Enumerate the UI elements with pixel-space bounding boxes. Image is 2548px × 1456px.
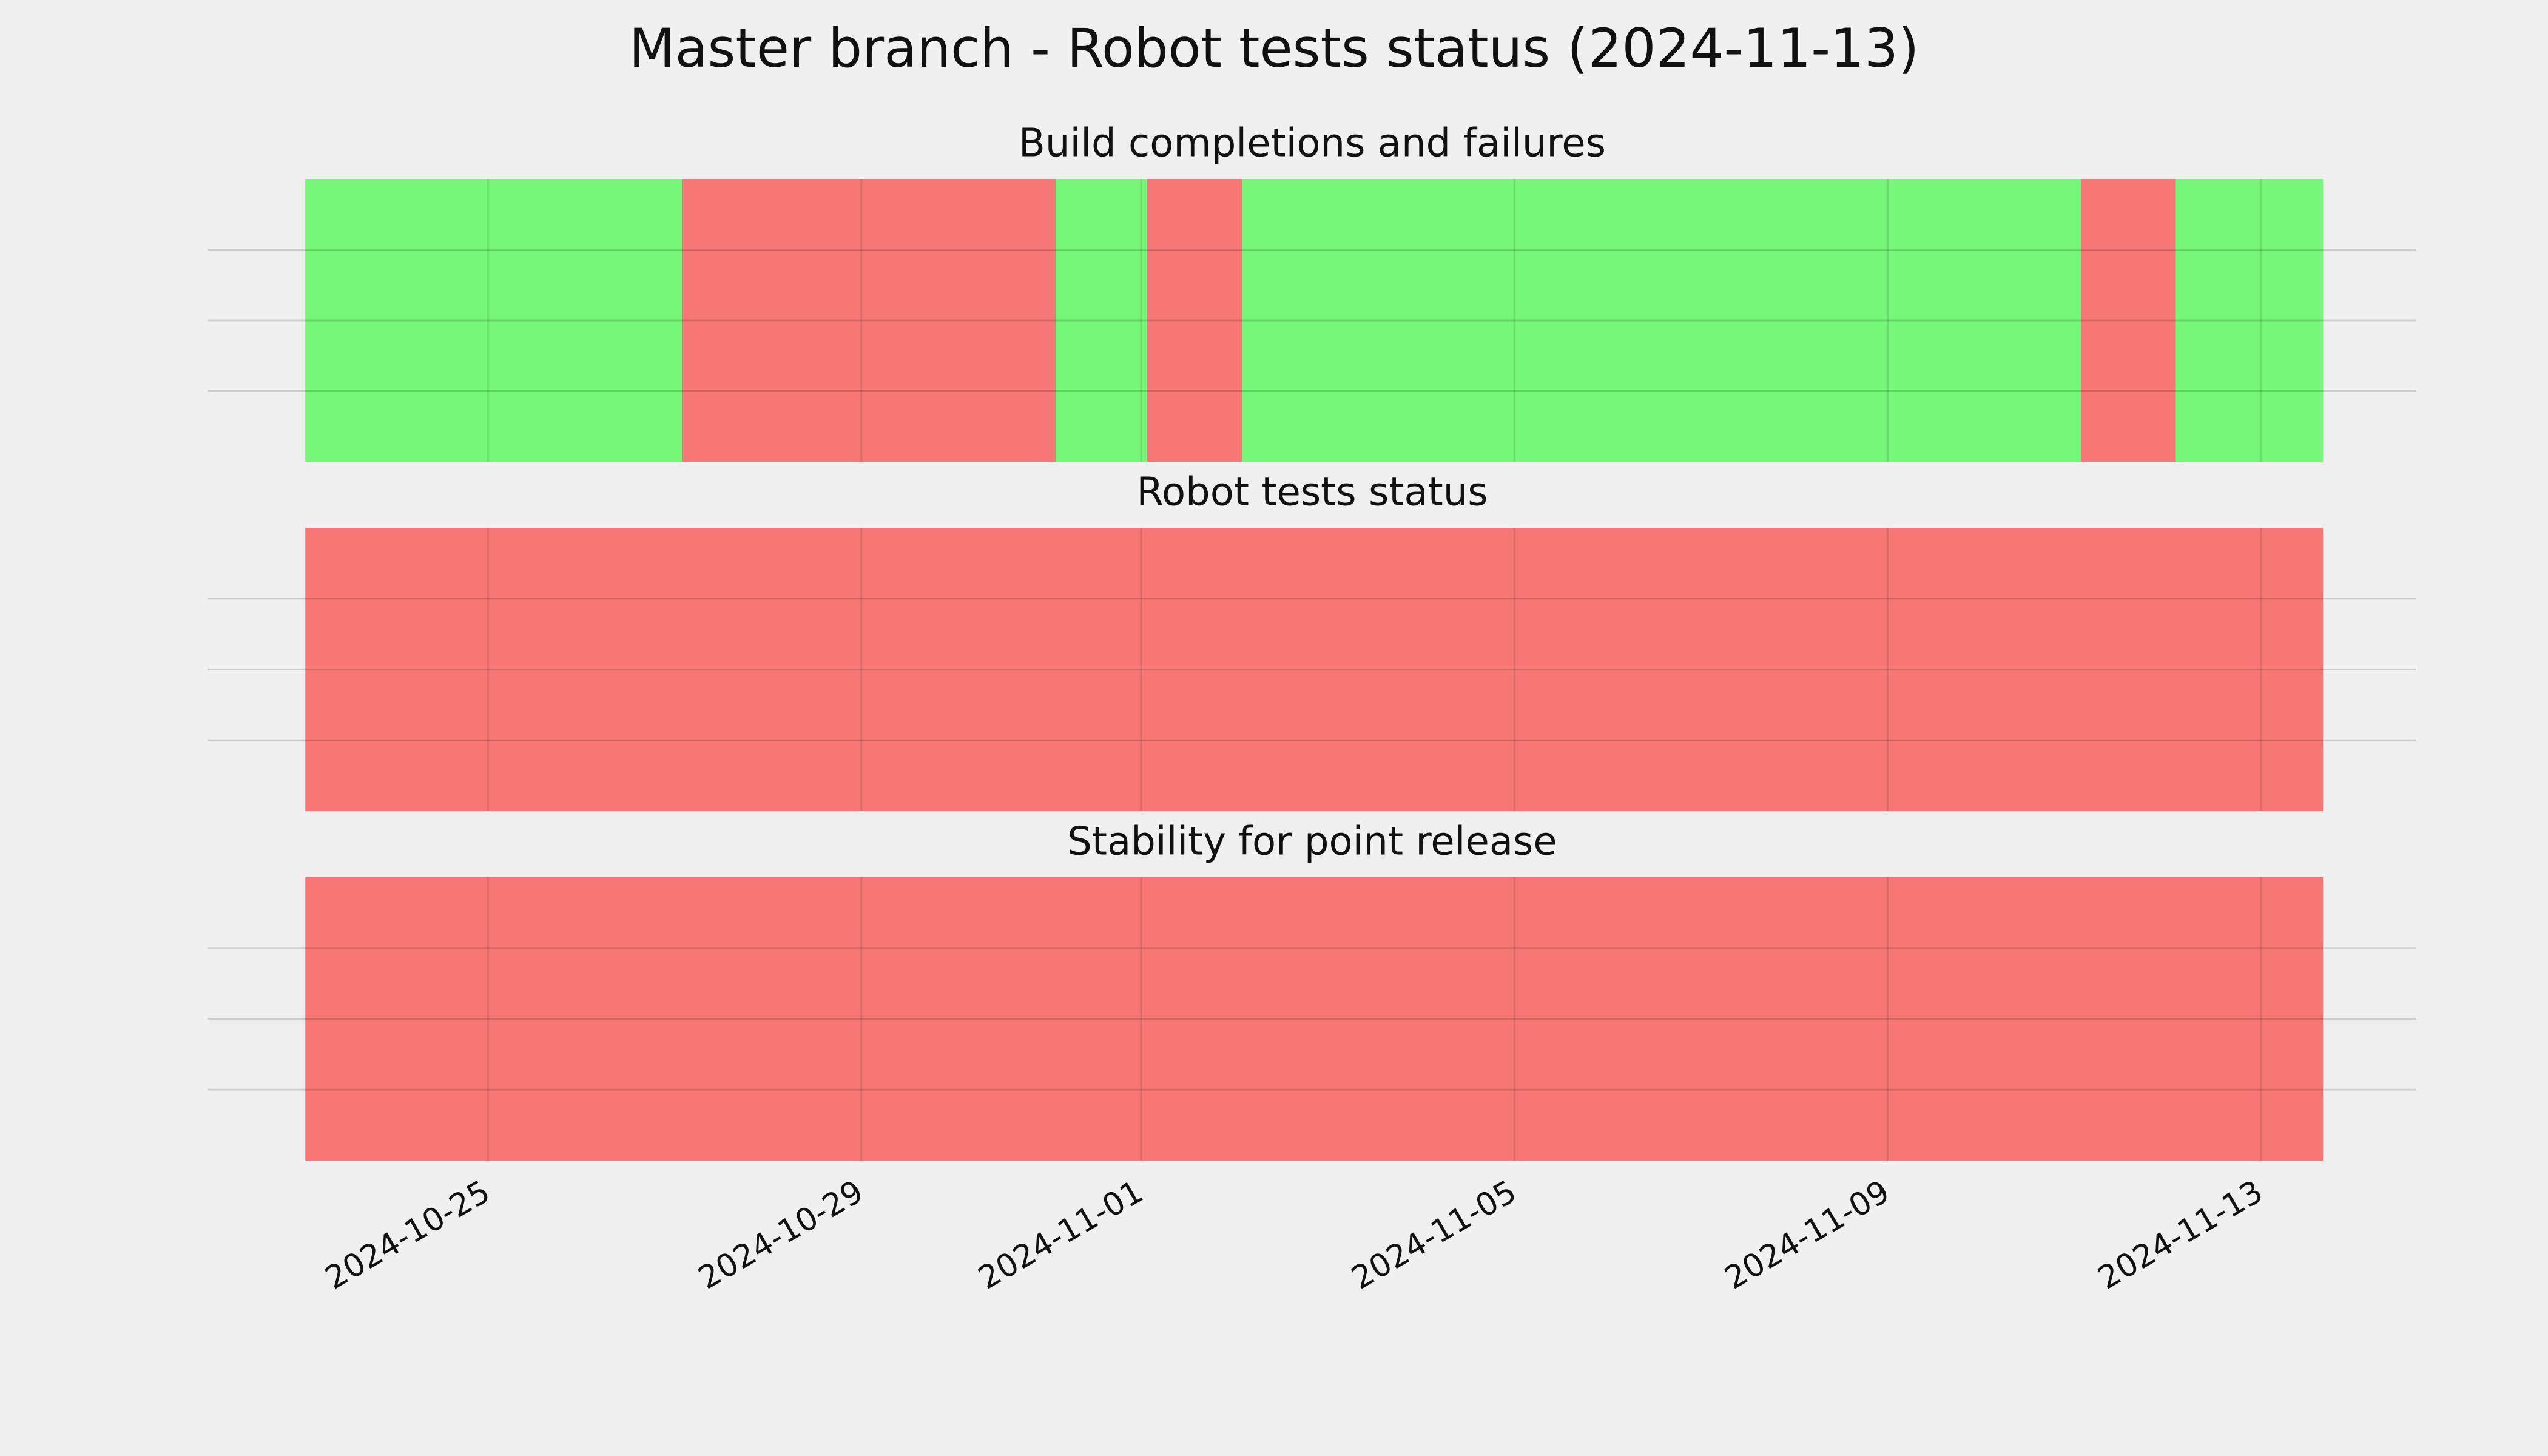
status-span	[1147, 179, 1242, 462]
panel-title: Stability for point release	[1067, 820, 1557, 864]
status-span	[305, 528, 2324, 811]
status-span	[305, 179, 682, 462]
chart-title: Master branch - Robot tests status (2024…	[629, 17, 1919, 79]
status-span	[682, 179, 1056, 462]
panel-title: Build completions and failures	[1019, 121, 1606, 166]
status-span	[2175, 179, 2324, 462]
status-span	[305, 877, 2324, 1161]
status-span	[2081, 179, 2176, 462]
status-span	[1056, 179, 1147, 462]
status-span	[1242, 179, 2081, 462]
panel-title: Robot tests status	[1136, 470, 1488, 515]
